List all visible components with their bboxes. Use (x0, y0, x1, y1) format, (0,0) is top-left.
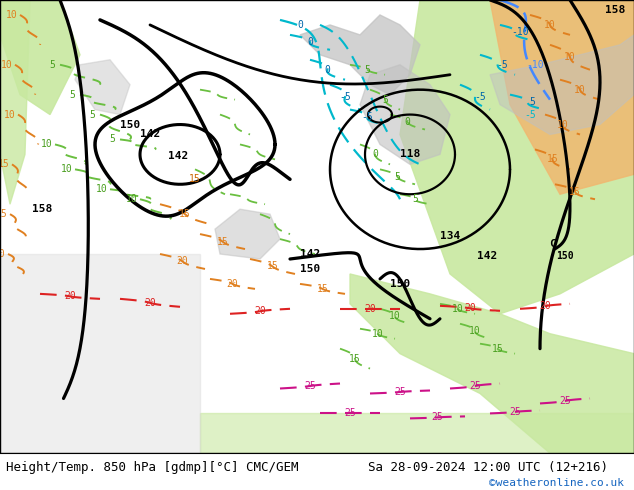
Text: 10: 10 (1, 60, 13, 70)
Polygon shape (490, 0, 634, 194)
Text: 15: 15 (349, 354, 361, 364)
Text: -5: -5 (496, 60, 508, 70)
Text: 15: 15 (491, 343, 503, 354)
Text: 25: 25 (559, 396, 571, 406)
Text: 20: 20 (464, 303, 476, 313)
Text: 20: 20 (364, 304, 376, 314)
Polygon shape (215, 209, 280, 259)
Text: 10: 10 (6, 10, 18, 20)
Text: 10: 10 (544, 20, 556, 30)
Text: 25: 25 (394, 387, 406, 397)
Text: 15: 15 (179, 209, 191, 219)
Text: 15: 15 (217, 237, 228, 246)
Text: 20: 20 (539, 301, 551, 311)
Text: -10: -10 (511, 27, 529, 37)
Text: 20: 20 (144, 298, 156, 308)
Polygon shape (350, 274, 634, 453)
Text: -5: -5 (474, 92, 486, 102)
Text: -5: -5 (524, 110, 536, 120)
Polygon shape (400, 0, 634, 314)
Text: 5: 5 (69, 90, 75, 99)
Text: 25: 25 (509, 407, 521, 417)
Text: 150: 150 (300, 264, 320, 274)
Text: 5: 5 (529, 97, 536, 107)
Text: 150: 150 (556, 251, 574, 261)
Text: ©weatheronline.co.uk: ©weatheronline.co.uk (489, 478, 624, 489)
Text: 142: 142 (140, 129, 160, 140)
Text: 142: 142 (477, 251, 497, 261)
Text: 5: 5 (109, 134, 115, 145)
Text: 20: 20 (254, 306, 266, 317)
Text: 15: 15 (0, 209, 8, 219)
Text: -5: -5 (361, 112, 373, 122)
Text: 158: 158 (605, 5, 625, 15)
Text: 0: 0 (297, 20, 303, 30)
Text: 5: 5 (89, 110, 95, 120)
Text: 25: 25 (432, 413, 443, 422)
Text: 10: 10 (469, 326, 481, 336)
Polygon shape (75, 60, 130, 115)
Text: 10: 10 (372, 329, 384, 339)
Text: 15: 15 (316, 284, 328, 294)
Text: -10: -10 (526, 60, 544, 70)
Text: -5: -5 (339, 92, 351, 102)
Polygon shape (0, 0, 80, 115)
Text: 5: 5 (412, 194, 418, 204)
Text: Height/Temp. 850 hPa [gdmp][°C] CMC/GEM: Height/Temp. 850 hPa [gdmp][°C] CMC/GEM (6, 461, 299, 474)
Text: 10: 10 (4, 110, 16, 120)
Text: 15: 15 (0, 159, 10, 170)
Text: 5: 5 (394, 172, 401, 182)
Text: 15: 15 (569, 187, 581, 197)
Polygon shape (490, 35, 634, 134)
Text: C: C (548, 239, 555, 249)
Text: 158: 158 (32, 204, 52, 214)
Text: 150: 150 (390, 279, 410, 289)
Text: 0: 0 (325, 65, 330, 75)
Text: 10: 10 (126, 194, 138, 204)
Text: 20: 20 (226, 279, 238, 289)
Text: 25: 25 (304, 381, 316, 391)
Text: 10: 10 (451, 304, 463, 314)
Text: 15: 15 (267, 262, 278, 271)
Polygon shape (0, 0, 30, 204)
Text: 20: 20 (177, 256, 188, 267)
Polygon shape (0, 254, 200, 453)
Text: 5: 5 (365, 65, 370, 75)
Text: Sa 28-09-2024 12:00 UTC (12+216): Sa 28-09-2024 12:00 UTC (12+216) (368, 461, 608, 474)
Text: 118: 118 (400, 149, 420, 159)
Text: 5: 5 (382, 95, 388, 105)
Text: 15: 15 (547, 154, 559, 164)
Text: 20: 20 (64, 292, 76, 301)
Text: 0: 0 (307, 37, 313, 48)
Text: 10: 10 (574, 85, 586, 95)
Text: 10: 10 (557, 120, 568, 129)
Text: 10: 10 (61, 164, 73, 174)
Text: 25: 25 (344, 408, 356, 418)
Text: 142: 142 (168, 151, 188, 161)
Polygon shape (200, 414, 634, 453)
Text: 150: 150 (120, 120, 140, 129)
Text: 142: 142 (300, 249, 320, 259)
Text: 0: 0 (372, 149, 378, 159)
Text: 134: 134 (440, 231, 460, 241)
Text: 10: 10 (41, 140, 53, 149)
Text: 25: 25 (469, 381, 481, 391)
Text: 0: 0 (404, 117, 410, 127)
Text: 10: 10 (96, 184, 108, 194)
Polygon shape (360, 65, 450, 164)
Polygon shape (300, 15, 420, 95)
Text: 20: 20 (0, 249, 5, 259)
Text: 10: 10 (389, 311, 401, 321)
Text: 15: 15 (189, 174, 201, 184)
Text: 5: 5 (49, 60, 55, 70)
Text: 10: 10 (564, 52, 576, 62)
